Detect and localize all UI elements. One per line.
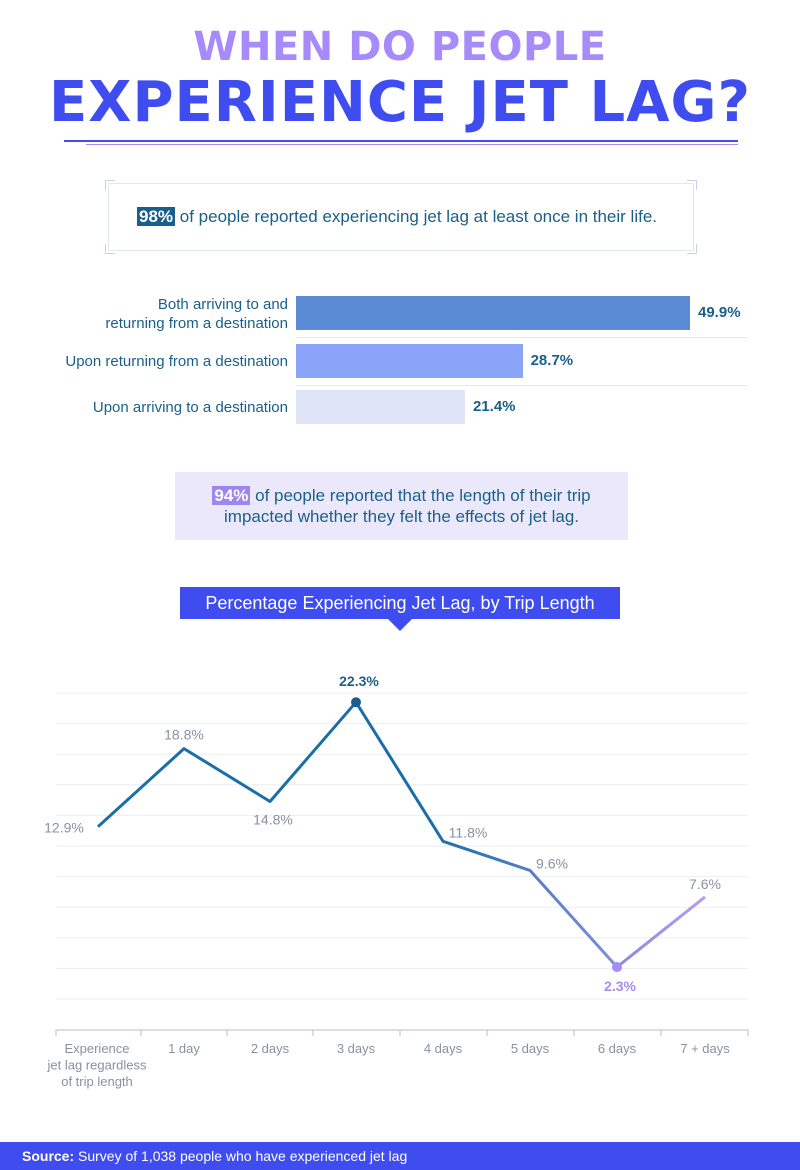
data-point-marker	[351, 697, 361, 708]
stat2-highlight: 94%	[212, 486, 251, 505]
stat-sentence: of people reported experiencing jet lag …	[175, 207, 657, 226]
x-tick-label: 4 days	[424, 1041, 463, 1056]
stat-callout-text: 98% of people reported experiencing jet …	[137, 207, 657, 227]
bar-label: Both arriving to and returning from a des…	[28, 295, 288, 333]
line-chart: 12.9% 18.8% 14.8% 22.3% 11.8% 9.6% 2.3% 7.6% Exp…	[44, 673, 749, 1089]
chart-title-pointer	[387, 618, 413, 631]
x-tick-label: 6 days	[598, 1041, 637, 1056]
stat-callout-box: 98% of people reported experiencing jet …	[105, 180, 697, 254]
bar-row-divider	[296, 337, 748, 338]
source-footer: Source: Survey of 1,038 people who have …	[0, 1142, 800, 1170]
x-tick-label: jet lag regardless	[47, 1058, 147, 1073]
title-underline-accent	[86, 144, 738, 145]
page-title-line1: WHEN DO PEOPLE	[193, 24, 607, 70]
data-value-label: 14.8%	[253, 812, 293, 828]
x-tick-label: 1 day	[168, 1041, 200, 1056]
stat-callout-box-2: 94% of people reported that the length o…	[175, 472, 628, 540]
x-tick-label: 2 days	[251, 1041, 290, 1056]
data-value-label: 7.6%	[689, 876, 721, 892]
data-point-marker	[612, 962, 622, 973]
stat-highlight: 98%	[137, 207, 176, 226]
data-value-label: 9.6%	[536, 855, 568, 871]
bar	[296, 390, 465, 424]
x-tick-label: 3 days	[337, 1041, 376, 1056]
title-underline	[64, 140, 738, 142]
bar-label-line: Upon returning from a destination	[65, 353, 288, 370]
page-title-line2: EXPERIENCE JET LAG?	[49, 70, 751, 135]
data-value-label: 22.3%	[339, 673, 379, 689]
source-label: Source:	[22, 1148, 75, 1164]
data-value-label: 12.9%	[44, 820, 84, 836]
bar-label: Upon returning from a destination	[28, 352, 288, 371]
source-text: Survey of 1,038 people who have experien…	[74, 1148, 408, 1164]
bar-label-line: Both arriving to and	[157, 296, 288, 313]
bar-value-label: 49.9%	[698, 304, 741, 321]
chart-title: Percentage Experiencing Jet Lag, by Trip…	[180, 587, 620, 619]
x-tick-label: 5 days	[511, 1041, 550, 1056]
bar-label-line: returning from a destination	[105, 315, 288, 332]
data-value-label: 18.8%	[164, 727, 204, 743]
data-value-label: 2.3%	[604, 978, 636, 994]
bar-value-label: 21.4%	[472, 398, 516, 415]
bar-row-divider	[296, 385, 748, 386]
data-value-label: 11.8%	[449, 824, 488, 840]
stat2-line1: 94% of people reported that the length o…	[175, 485, 628, 506]
x-tick-label: 7 + days	[680, 1041, 730, 1056]
bar	[296, 296, 690, 330]
stat2-text-line2: impacted whether they felt the effects o…	[224, 507, 579, 526]
bar-label: Upon arriving to a destination	[28, 398, 288, 417]
bar	[296, 344, 523, 378]
series-line	[96, 700, 706, 969]
x-tick-label: Experience	[64, 1041, 129, 1056]
stat2-text-line1: of people reported that the length of th…	[250, 486, 591, 505]
x-tick-label: of trip length	[61, 1074, 133, 1089]
bar-value-label: 28.7%	[530, 352, 574, 369]
bar-label-line: Upon arriving to a destination	[92, 399, 288, 416]
